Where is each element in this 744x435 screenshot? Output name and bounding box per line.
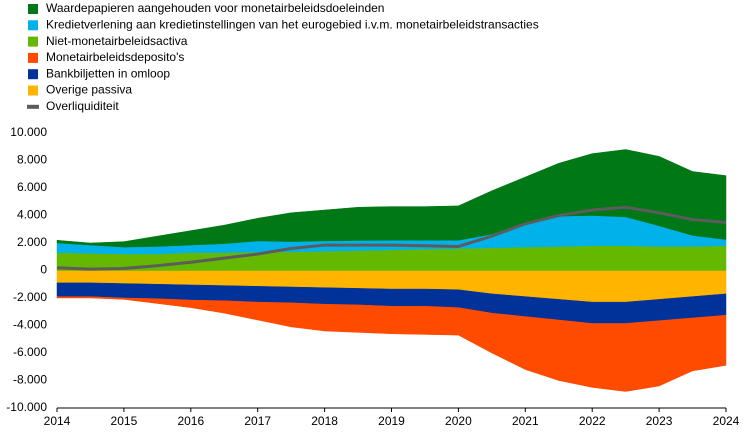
y-tick-label: 2.000 [17,235,47,249]
y-tick-label: 10.000 [10,125,47,139]
x-tick-label: 2023 [646,414,673,428]
legend-swatch [28,85,38,96]
area [56,149,727,248]
legend-swatch [28,69,38,80]
x-tick-label: 2019 [378,414,405,428]
x-tick-label: 2016 [177,414,204,428]
y-tick-label: -10.000 [6,400,47,414]
legend-label: Monetairbeleidsdeposito's [46,50,184,64]
y-tick-label: 8.000 [17,153,47,167]
x-tick-label: 2022 [579,414,606,428]
legend-label: Niet-monetairbeleidsactiva [46,34,188,48]
x-tick-label: 2020 [445,414,472,428]
y-tick-label: -8.000 [13,373,47,387]
x-tick-label: 2021 [512,414,539,428]
y-tick-label: 4.000 [17,208,47,222]
legend-swatch [28,36,38,47]
y-tick-label: -4.000 [13,318,47,332]
area [56,296,727,392]
legend-label: Overige passiva [46,83,132,97]
legend-label: Bankbiljetten in omloop [46,66,170,80]
legend-swatch [28,20,38,31]
legend-label: Overliquiditeit [46,99,119,113]
x-tick-label: 2024 [713,414,740,428]
y-tick-label: 0 [40,263,47,277]
x-tick-label: 2014 [44,414,71,428]
legend-label: Kredietverlening aan kredietinstellingen… [46,17,539,31]
legend-label: Waardepapieren aangehouden voor monetair… [46,1,384,15]
y-tick-label: -6.000 [13,345,47,359]
y-tick-label: -2.000 [13,290,47,304]
line [56,205,727,271]
legend-swatch [28,52,38,63]
legend-swatch [28,4,38,14]
x-tick-label: 2015 [111,414,138,428]
y-tick-label: 6.000 [17,180,47,194]
x-tick-label: 2018 [311,414,338,428]
x-tick-label: 2017 [244,414,271,428]
